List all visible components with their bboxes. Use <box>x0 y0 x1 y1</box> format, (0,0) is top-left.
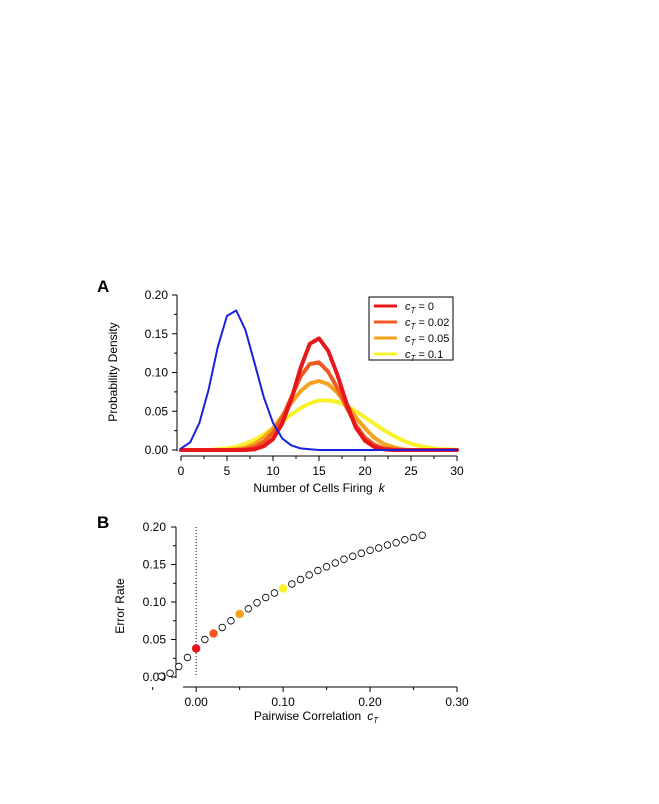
legend-entry: cT = 0.1 <box>374 349 443 363</box>
legend-label: cT = 0.02 <box>405 317 449 331</box>
y-tick-label: 0.15 <box>143 558 167 572</box>
panel-a-axes: 0.00 0.05 0.10 0.15 0.20 0 5 10 15 20 25 30 <box>145 288 464 478</box>
legend-entry: cT = 0 <box>374 301 434 315</box>
legend-label: cT = 0 <box>405 301 434 315</box>
data-point <box>322 563 331 571</box>
x-tick-label: 20 <box>358 464 372 478</box>
x-tick-label: 10 <box>266 464 280 478</box>
data-point <box>296 575 305 584</box>
panel-a-x-axis-label: Number of Cells Firing k <box>253 481 385 495</box>
data-point <box>218 623 226 632</box>
series-line <box>179 360 459 452</box>
x-tick-label: 30 <box>450 464 464 478</box>
series-line <box>179 398 459 452</box>
data-point <box>175 662 183 671</box>
y-tick-label: 0.10 <box>143 595 167 609</box>
highlighted-point <box>209 629 218 638</box>
data-point <box>392 539 400 547</box>
legend-label: cT = 0.1 <box>405 349 443 363</box>
data-point <box>270 589 279 597</box>
y-tick-label: 0.15 <box>145 327 169 341</box>
legend-entry: cT = 0.02 <box>374 317 449 331</box>
data-point <box>157 672 166 680</box>
y-tick-label: 0.20 <box>143 520 167 534</box>
data-point <box>314 566 322 575</box>
x-tick-label: 0.10 <box>271 695 295 709</box>
data-point <box>262 593 270 602</box>
data-point <box>331 559 339 567</box>
legend-label: cT = 0.05 <box>405 333 449 347</box>
x-tick-label: 0.00 <box>184 695 208 709</box>
data-point <box>244 605 253 613</box>
x-tick-label: 5 <box>224 464 231 478</box>
panel-b-x-axis-label: Pairwise Correlation cT <box>254 709 379 725</box>
highlighted-point <box>278 584 288 593</box>
data-point <box>357 549 366 557</box>
panel-a-series <box>179 309 459 452</box>
data-point <box>348 552 357 560</box>
data-point <box>366 546 374 554</box>
y-tick-label: 0.05 <box>143 633 167 647</box>
panel-b-axes: 0.000.050.100.150.200.00 0.10 0.20 0.30 <box>143 520 469 709</box>
data-point <box>253 599 261 607</box>
data-point <box>305 571 313 579</box>
y-tick-label: 0.10 <box>145 366 169 380</box>
highlighted-point <box>191 644 201 653</box>
panel-b-y-axis-label: Error Rate <box>113 578 127 634</box>
data-point <box>383 541 392 549</box>
data-point <box>288 580 296 588</box>
data-point <box>201 635 209 644</box>
y-tick-label: 0.05 <box>145 404 169 418</box>
data-point <box>166 669 174 677</box>
data-point <box>227 617 235 625</box>
data-point <box>418 531 426 539</box>
y-tick-label: 0.00 <box>145 443 169 457</box>
highlighted-point <box>235 609 244 619</box>
panel-b-letter: B <box>97 513 109 532</box>
panel-a-y-axis-label: Probability Density <box>106 322 120 421</box>
data-point <box>340 555 348 563</box>
y-tick-label: 0.20 <box>145 288 169 302</box>
x-tick-label: 0.30 <box>445 695 469 709</box>
x-tick-label: 25 <box>404 464 418 478</box>
data-point <box>375 544 383 552</box>
panel-b-points <box>157 531 426 680</box>
x-tick-label: 0.20 <box>358 695 382 709</box>
data-point <box>401 536 409 544</box>
x-tick-label: 15 <box>312 464 326 478</box>
legend-entry: cT = 0.05 <box>374 333 449 347</box>
x-tick-label: 0 <box>178 464 185 478</box>
panel-a-legend: cT = 0 cT = 0.02 cT = 0.05 cT = 0.1 <box>368 296 454 363</box>
series-line <box>179 379 459 452</box>
data-point <box>409 533 418 542</box>
panel-a-letter: A <box>97 277 109 296</box>
data-point <box>183 653 192 662</box>
series-line <box>180 309 458 451</box>
